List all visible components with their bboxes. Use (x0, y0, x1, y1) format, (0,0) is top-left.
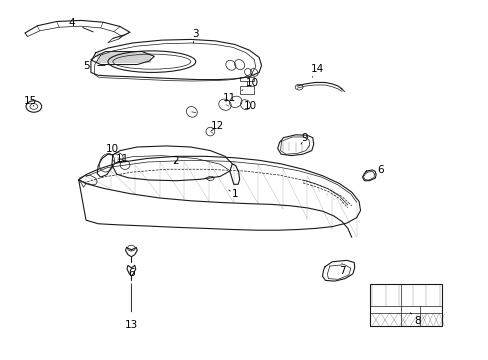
Text: 3: 3 (192, 29, 199, 43)
Text: 2: 2 (172, 156, 178, 166)
Text: 10: 10 (106, 144, 119, 154)
Text: 10: 10 (241, 101, 257, 111)
Text: 11: 11 (223, 93, 236, 103)
Text: 6: 6 (374, 165, 384, 175)
Text: 9: 9 (301, 133, 307, 144)
Text: 4: 4 (68, 18, 93, 32)
Text: 6: 6 (128, 259, 134, 278)
Text: 12: 12 (211, 121, 224, 131)
Text: 1: 1 (228, 189, 238, 199)
Text: 5: 5 (82, 61, 105, 71)
Bar (369, 284, 442, 326)
Bar (239, 77, 254, 81)
Bar (239, 86, 254, 94)
Text: 7: 7 (338, 263, 345, 276)
Text: 10: 10 (242, 78, 258, 90)
Text: 11: 11 (116, 154, 129, 164)
Text: 13: 13 (124, 284, 138, 330)
Text: 14: 14 (310, 64, 324, 77)
Text: 8: 8 (409, 313, 420, 325)
Text: 15: 15 (23, 96, 37, 106)
